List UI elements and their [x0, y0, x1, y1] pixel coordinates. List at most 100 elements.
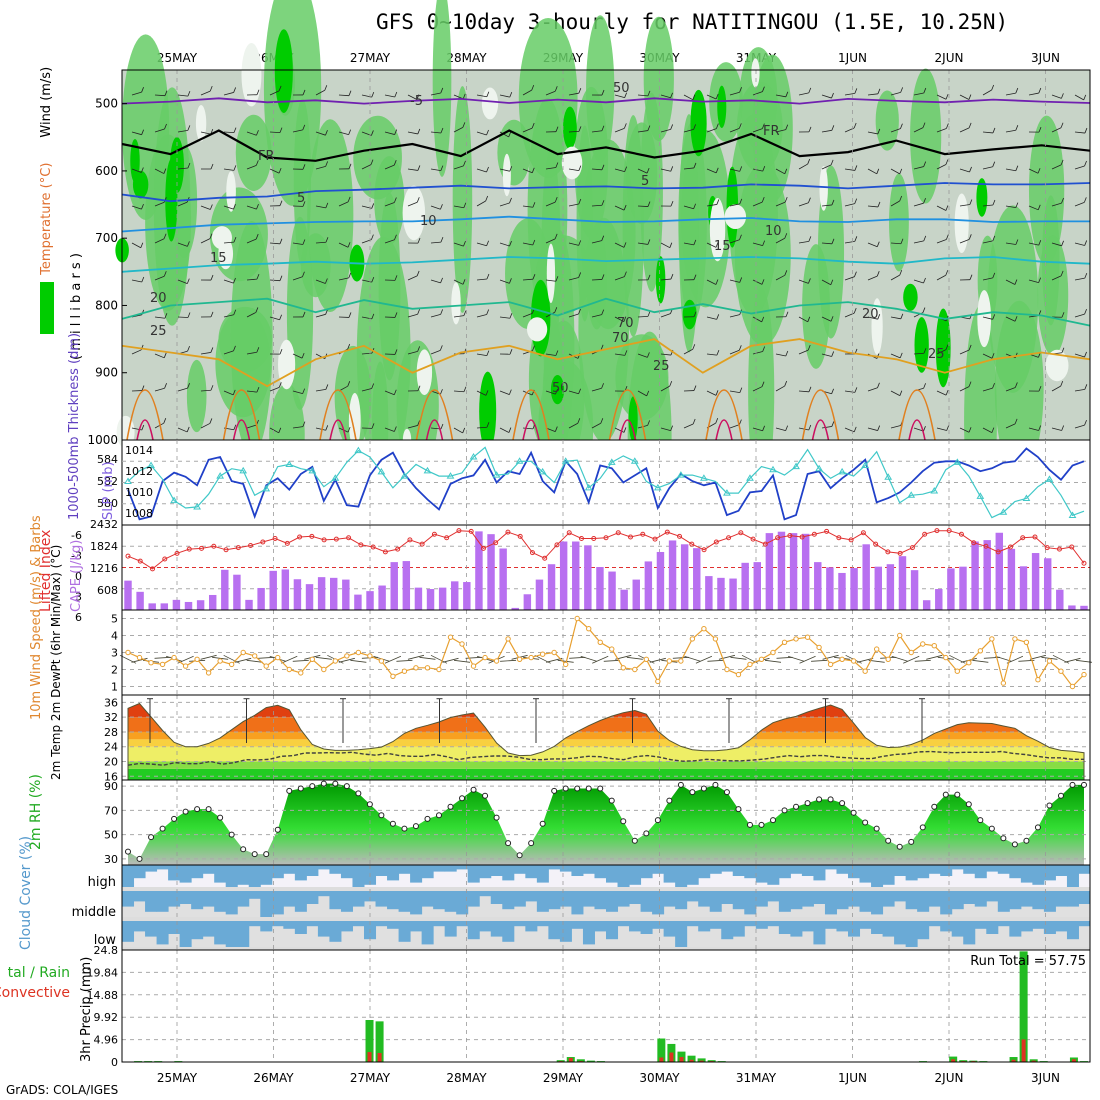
cape-bar: [475, 531, 483, 610]
wind-barb-flag: [508, 427, 512, 433]
cape-bar: [269, 570, 277, 610]
wind-barb: [1075, 659, 1093, 663]
lifted-marker: [137, 558, 143, 564]
cloud-bar: [156, 891, 169, 912]
wind-speed-marker: [505, 636, 511, 642]
cloud-bar: [191, 891, 204, 910]
wind-barb-flag: [784, 270, 788, 276]
rh-low-region: [954, 193, 969, 254]
wind-barb-flag: [715, 390, 719, 396]
wind-speed-marker: [240, 649, 246, 656]
wind-barb-flag: [1061, 197, 1064, 204]
wind-barb: [890, 200, 900, 207]
contour-label: 20: [862, 307, 879, 322]
wind-barb-flag: [463, 202, 467, 208]
cape-bar: [789, 533, 798, 610]
slp-tick-label: 1010: [125, 486, 153, 499]
wind-barb: [603, 659, 620, 662]
wind-barb-flag: [647, 274, 651, 281]
rh-marker: [620, 818, 627, 825]
wind-barb: [246, 351, 257, 355]
wind-speed-marker: [217, 658, 223, 664]
temp-tick-label: 36: [104, 696, 118, 709]
wind-barb: [1028, 168, 1039, 174]
wind-barb-flag: [233, 424, 237, 430]
cloud-bar: [571, 921, 584, 929]
rh-marker: [136, 855, 143, 862]
wind-barb-flag: [440, 236, 444, 243]
wind-barb: [913, 279, 924, 284]
wind-barb-flag: [624, 350, 628, 356]
wind-barb-flag: [1038, 240, 1042, 246]
wind-barb: [476, 353, 487, 357]
slp-marker: [930, 487, 939, 494]
lifted-marker: [150, 566, 156, 572]
cloud-bar: [974, 865, 987, 879]
cloud-bar: [882, 891, 895, 907]
rh-region: [889, 173, 909, 272]
cape-bar: [753, 562, 761, 610]
wind-barb: [637, 390, 647, 397]
wind-barb-flag: [301, 352, 305, 359]
wind-barb: [154, 275, 165, 281]
wind-barb: [811, 659, 828, 662]
wind-speed-marker: [413, 665, 419, 671]
cloud-bar: [444, 891, 457, 912]
wind-barb-flag: [831, 199, 835, 206]
slp-marker: [838, 467, 847, 475]
wind-barb: [131, 279, 142, 283]
wind-barb: [867, 131, 878, 135]
wind-speed-marker: [1000, 680, 1007, 686]
lifted-marker: [652, 536, 658, 542]
wind-barb-flag: [992, 272, 996, 278]
cloud-level-label: high: [88, 875, 116, 890]
wind-barb-flag: [440, 165, 444, 171]
wind-barb-flag: [1037, 168, 1041, 174]
rh-marker: [148, 834, 155, 841]
cloud-bar: [813, 865, 826, 881]
wind-barb-flag: [462, 93, 466, 100]
cloud-bar: [790, 865, 803, 874]
wind-barb-flag: [440, 389, 443, 395]
wind-barb: [798, 316, 808, 323]
rh-marker: [470, 786, 477, 793]
wind-barb: [959, 168, 970, 173]
wind-barb-flag: [624, 92, 628, 98]
cloud-bar: [813, 891, 826, 904]
wind-barb: [982, 316, 993, 320]
wind-barb: [384, 427, 395, 432]
wind-barb-flag: [462, 427, 466, 434]
cape-bar: [959, 566, 967, 610]
rh-marker: [263, 851, 270, 858]
wind-barb-flag: [854, 198, 858, 204]
wind-barb: [591, 279, 603, 281]
rh-low-region: [709, 198, 726, 262]
cape-bar: [572, 541, 580, 610]
wind-barb-flag: [371, 234, 374, 240]
wind-barb: [972, 659, 989, 663]
cloud-bar: [928, 865, 941, 874]
cloud-bar: [940, 921, 953, 932]
bottom-day-label: 29MAY: [543, 1071, 584, 1085]
cape-bar: [584, 545, 592, 610]
lifted-tick-label: -6: [71, 529, 82, 542]
wind-barb-flag: [578, 165, 582, 171]
wind-barb: [890, 242, 902, 245]
wind-barb-flag: [371, 91, 375, 98]
rh-low-region: [226, 171, 236, 212]
cloud-bar: [145, 891, 158, 912]
wind-barb-flag: [371, 130, 374, 136]
wind-barb: [499, 94, 510, 98]
precip-tick-label: 24.8: [94, 944, 119, 957]
wind-speed-marker: [321, 666, 327, 673]
cloud-bar: [640, 891, 653, 912]
wind-barb: [890, 390, 901, 397]
wind-barb: [684, 655, 701, 662]
wind-barb: [269, 242, 280, 245]
precip-background: [122, 950, 1090, 1062]
wind-barb: [959, 127, 970, 133]
cloud-bar: [824, 921, 837, 929]
precip-convective-bar: [699, 1060, 704, 1062]
cloud-bar: [721, 921, 734, 940]
lifted-marker: [689, 541, 695, 547]
